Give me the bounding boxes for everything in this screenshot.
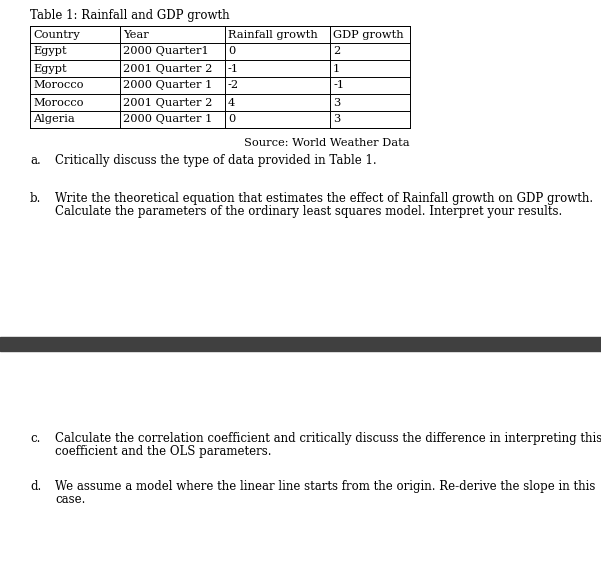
Text: -1: -1 — [333, 81, 344, 90]
Text: Table 1: Rainfall and GDP growth: Table 1: Rainfall and GDP growth — [30, 9, 230, 22]
Text: Year: Year — [123, 29, 149, 40]
Text: Calculate the correlation coefficient and critically discuss the difference in i: Calculate the correlation coefficient an… — [55, 432, 601, 445]
Text: 0: 0 — [228, 47, 235, 56]
Text: a.: a. — [30, 154, 41, 167]
Text: Calculate the parameters of the ordinary least squares model. Interpret your res: Calculate the parameters of the ordinary… — [55, 205, 563, 218]
Text: 4: 4 — [228, 98, 235, 108]
Text: 0: 0 — [228, 114, 235, 125]
Bar — [30, 26, 410, 128]
Text: 2000 Quarter 1: 2000 Quarter 1 — [123, 114, 212, 125]
Text: 3: 3 — [333, 114, 340, 125]
Text: -1: -1 — [228, 63, 239, 74]
Text: Egypt: Egypt — [33, 63, 67, 74]
Text: coefficient and the OLS parameters.: coefficient and the OLS parameters. — [55, 445, 272, 458]
Text: Country: Country — [33, 29, 80, 40]
Text: b.: b. — [30, 192, 41, 205]
Text: 2000 Quarter 1: 2000 Quarter 1 — [123, 81, 212, 90]
Text: We assume a model where the linear line starts from the origin. Re-derive the sl: We assume a model where the linear line … — [55, 480, 596, 493]
Text: 2000 Quarter1: 2000 Quarter1 — [123, 47, 209, 56]
Text: 2001 Quarter 2: 2001 Quarter 2 — [123, 63, 212, 74]
Text: Write the theoretical equation that estimates the effect of Rainfall growth on G: Write the theoretical equation that esti… — [55, 192, 593, 205]
Text: Egypt: Egypt — [33, 47, 67, 56]
Text: 2001 Quarter 2: 2001 Quarter 2 — [123, 98, 212, 108]
Text: 3: 3 — [333, 98, 340, 108]
Text: c.: c. — [30, 432, 40, 445]
Text: Morocco: Morocco — [33, 81, 84, 90]
Text: Morocco: Morocco — [33, 98, 84, 108]
Text: -2: -2 — [228, 81, 239, 90]
Text: d.: d. — [30, 480, 41, 493]
Text: 1: 1 — [333, 63, 340, 74]
Text: GDP growth: GDP growth — [333, 29, 404, 40]
Text: 2: 2 — [333, 47, 340, 56]
Text: case.: case. — [55, 493, 85, 506]
Text: Rainfall growth: Rainfall growth — [228, 29, 318, 40]
Bar — [0, 337, 601, 351]
Text: Source: World Weather Data: Source: World Weather Data — [245, 138, 410, 148]
Text: Critically discuss the type of data provided in Table 1.: Critically discuss the type of data prov… — [55, 154, 377, 167]
Text: Algeria: Algeria — [33, 114, 75, 125]
